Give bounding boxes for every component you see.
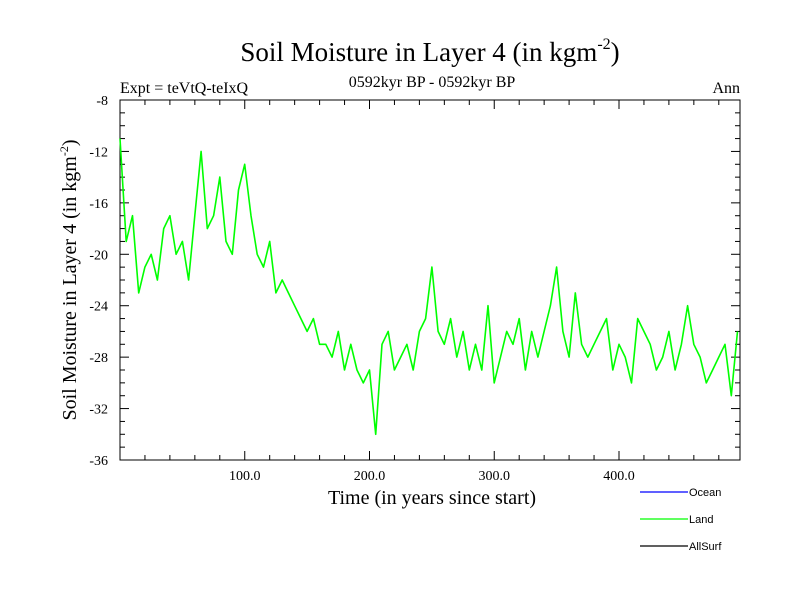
y-axis-label: Soil Moisture in Layer 4 (in kgm-2) [57,139,81,420]
legend-allsurf-label: AllSurf [689,541,722,553]
y-tick-label: -24 [89,300,108,315]
x-tick-label: 100.0 [229,469,261,484]
y-tick-label: -28 [89,351,108,366]
x-tick-label: 200.0 [354,469,386,484]
chart-title: Soil Moisture in Layer 4 (in kgm-2) [240,36,619,67]
series-line-land [119,138,739,436]
experiment-label: Expt = teVtQ-teIxQ [120,80,249,97]
y-tick-label: -16 [89,197,108,212]
y-axis: -36 -32 -28 -24 -20 -16 -12 -8 [89,94,740,469]
chart-title-close: ) [611,37,620,67]
y-tick-label: -20 [89,248,108,263]
legend: Ocean Land AllSurf [640,487,722,553]
x-axis: 100.0 200.0 300.0 400.0 [144,100,720,484]
y-tick-label: -8 [96,94,108,109]
legend-land-label: Land [689,514,713,526]
season-label: Ann [712,80,740,97]
y-tick-label: -12 [89,145,108,160]
x-tick-label: 400.0 [603,469,635,484]
chart-title-sup: -2 [597,36,610,53]
time-range-label: 0592kyr BP - 0592kyr BP [349,74,516,91]
y-axis-label-sup: -2 [57,146,71,156]
y-tick-label: -36 [89,454,108,469]
y-tick-label: -32 [89,403,108,418]
x-axis-label: Time (in years since start) [328,487,536,509]
series-group [119,138,739,436]
legend-ocean-label: Ocean [689,487,721,499]
y-axis-label-close: ) [59,139,81,146]
x-tick-label: 300.0 [478,469,510,484]
